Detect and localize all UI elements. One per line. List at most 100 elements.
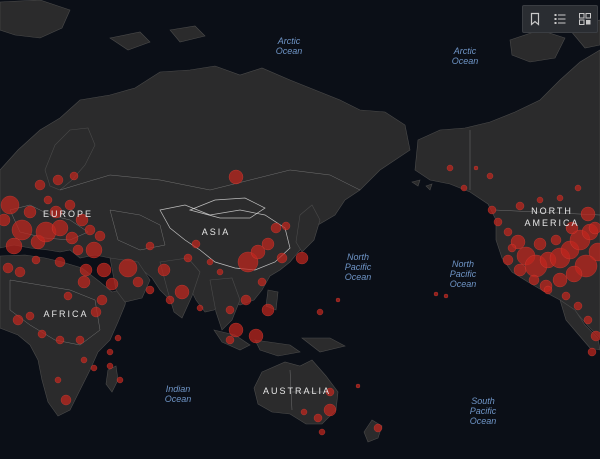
case-bubble[interactable] <box>0 213 11 227</box>
case-bubble[interactable] <box>85 241 103 259</box>
case-bubble[interactable] <box>54 256 66 268</box>
case-bubble[interactable] <box>34 179 46 191</box>
case-bubble[interactable] <box>486 172 494 180</box>
case-bubble[interactable] <box>37 329 47 339</box>
case-bubble[interactable] <box>75 213 89 227</box>
case-bubble[interactable] <box>313 413 323 423</box>
legend-button[interactable] <box>549 8 571 30</box>
case-bubble[interactable] <box>2 262 14 274</box>
case-bubble[interactable] <box>96 262 112 278</box>
case-bubble[interactable] <box>49 205 63 219</box>
case-bubble[interactable] <box>323 403 337 417</box>
case-bubble[interactable] <box>565 265 583 283</box>
case-bubble[interactable] <box>79 263 93 277</box>
case-bubble[interactable] <box>503 227 513 237</box>
case-bubble[interactable] <box>240 294 252 306</box>
case-bubble[interactable] <box>43 195 53 205</box>
case-bubble[interactable] <box>502 254 514 266</box>
case-bubble[interactable] <box>373 423 383 433</box>
case-bubble[interactable] <box>118 258 138 278</box>
case-bubble[interactable] <box>335 297 341 303</box>
case-bubble[interactable] <box>114 334 122 342</box>
case-bubble[interactable] <box>583 315 593 325</box>
case-bubble[interactable] <box>157 263 171 277</box>
case-bubble[interactable] <box>550 234 562 246</box>
case-bubble[interactable] <box>64 199 76 211</box>
case-bubble[interactable] <box>90 364 98 372</box>
case-bubble[interactable] <box>60 394 72 406</box>
case-bubble[interactable] <box>460 184 468 192</box>
case-bubble[interactable] <box>116 376 124 384</box>
case-bubble[interactable] <box>446 164 454 172</box>
case-bubble[interactable] <box>515 201 525 211</box>
case-bubble[interactable] <box>276 252 288 264</box>
case-bubble[interactable] <box>580 206 596 222</box>
case-bubble[interactable] <box>52 174 64 186</box>
case-bubble[interactable] <box>536 196 544 204</box>
case-bubble[interactable] <box>281 221 291 231</box>
case-bubble[interactable] <box>261 237 275 251</box>
case-bubble[interactable] <box>507 243 517 253</box>
case-bubble[interactable] <box>588 221 600 235</box>
case-bubble[interactable] <box>75 335 85 345</box>
case-bubble[interactable] <box>556 194 564 202</box>
case-bubble[interactable] <box>513 263 527 277</box>
case-bubble[interactable] <box>174 284 190 300</box>
case-bubble[interactable] <box>270 222 282 234</box>
case-bubble[interactable] <box>55 335 65 345</box>
case-bubble[interactable] <box>72 244 84 256</box>
case-bubble[interactable] <box>145 285 155 295</box>
case-bubble[interactable] <box>69 171 79 181</box>
case-bubble[interactable] <box>54 376 62 384</box>
case-bubble[interactable] <box>325 387 335 397</box>
case-bubble[interactable] <box>191 239 201 249</box>
case-bubble[interactable] <box>574 184 582 192</box>
case-bubble[interactable] <box>94 230 106 242</box>
case-bubble[interactable] <box>443 293 449 299</box>
case-bubble[interactable] <box>316 308 324 316</box>
case-bubble[interactable] <box>318 428 326 436</box>
case-bubble[interactable] <box>65 231 79 245</box>
case-bubble[interactable] <box>295 251 309 265</box>
case-bubble[interactable] <box>132 276 144 288</box>
case-bubble[interactable] <box>206 258 214 266</box>
case-bubble[interactable] <box>228 169 244 185</box>
case-bubble[interactable] <box>0 195 20 215</box>
case-bubble[interactable] <box>25 311 35 321</box>
case-bubble[interactable] <box>261 303 275 317</box>
case-bubble[interactable] <box>31 255 41 265</box>
case-bubble[interactable] <box>300 408 308 416</box>
case-bubble[interactable] <box>216 268 224 276</box>
case-bubble[interactable] <box>145 241 155 251</box>
case-bubble[interactable] <box>228 322 244 338</box>
case-bubble[interactable] <box>561 291 571 301</box>
case-bubble[interactable] <box>12 314 24 326</box>
case-bubble[interactable] <box>14 266 26 278</box>
case-bubble[interactable] <box>77 275 91 289</box>
case-bubble[interactable] <box>552 272 568 288</box>
case-bubble[interactable] <box>473 165 479 171</box>
case-bubble[interactable] <box>587 347 597 357</box>
case-bubble[interactable] <box>487 205 497 215</box>
case-bubble[interactable] <box>106 348 114 356</box>
case-bubble[interactable] <box>493 217 503 227</box>
case-bubble[interactable] <box>80 356 88 364</box>
basemap-button[interactable] <box>574 8 596 30</box>
case-bubble[interactable] <box>528 274 540 286</box>
case-bubble[interactable] <box>565 221 579 235</box>
case-bubble[interactable] <box>225 335 235 345</box>
case-bubble[interactable] <box>165 295 175 305</box>
case-bubble[interactable] <box>573 301 583 311</box>
case-bubble[interactable] <box>250 244 266 260</box>
case-bubble[interactable] <box>257 277 267 287</box>
case-bubble[interactable] <box>105 277 119 291</box>
case-bubble[interactable] <box>51 219 69 237</box>
case-bubble[interactable] <box>590 330 600 342</box>
case-bubble[interactable] <box>183 253 193 263</box>
case-bubble[interactable] <box>196 304 204 312</box>
case-bubble[interactable] <box>96 294 108 306</box>
case-bubble[interactable] <box>106 362 114 370</box>
case-bubble[interactable] <box>248 328 264 344</box>
case-bubble[interactable] <box>90 306 102 318</box>
